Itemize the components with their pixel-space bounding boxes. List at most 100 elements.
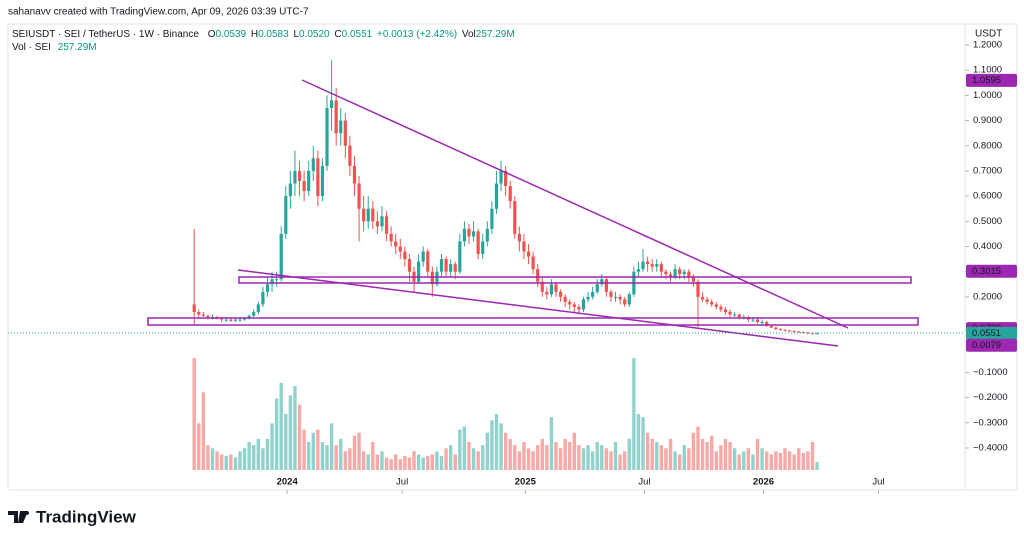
candle-body [242, 318, 247, 320]
candle-body [357, 183, 361, 209]
candle-body [719, 306, 723, 310]
volume-bar [618, 454, 622, 470]
y-tick-label: 0.7000 [973, 165, 1002, 176]
candle-body [307, 170, 311, 192]
candle-body [558, 291, 563, 297]
volume-bar [687, 448, 691, 470]
candle-body [554, 284, 558, 292]
ohlc-key: C [334, 29, 341, 40]
volume-bar [394, 454, 398, 470]
volume-bar [467, 442, 471, 470]
volume-bar [792, 454, 796, 470]
volume-bar [641, 417, 645, 470]
candle-body [284, 196, 288, 234]
candle-body [430, 271, 434, 285]
volume-bar [517, 451, 522, 470]
candle-body [233, 319, 238, 321]
candle-body [265, 284, 270, 292]
candle-body [568, 301, 572, 305]
candle-body [545, 291, 549, 295]
x-tick-label: 2025 [515, 477, 537, 488]
candle-body [449, 264, 453, 272]
candle-body [426, 251, 430, 272]
volume-bar [279, 382, 283, 470]
volume-bar [742, 451, 746, 470]
candle-body [668, 274, 673, 277]
volume-bar [352, 435, 357, 470]
candle-body [595, 284, 599, 292]
brand-logo: TradingView [8, 507, 137, 526]
volume-bar [306, 442, 311, 470]
axes: 1.2000 1.1000 1.0000 0.9000 0.8000 0.7000 0.60… [277, 40, 1017, 494]
volume-bar [453, 454, 457, 470]
volume-bar [513, 445, 517, 470]
volume-bar [705, 442, 709, 470]
y-tick-label: 0.8000 [973, 140, 1002, 151]
volume-bar [700, 438, 705, 470]
price-label-box [966, 326, 1017, 340]
volume-bar [577, 445, 581, 470]
candle-body [458, 241, 462, 272]
candle-body [508, 186, 512, 202]
volume-bar [783, 448, 787, 470]
volume-bar [673, 451, 677, 470]
volume-bar [380, 451, 384, 470]
candle-body [499, 170, 503, 184]
candle-body [646, 261, 650, 265]
volume-bar [320, 442, 325, 470]
volume-bar [261, 448, 265, 470]
candle-body [522, 241, 526, 252]
y-tick-label: 0.5000 [973, 216, 1002, 227]
volume-bar [398, 459, 402, 470]
candle-body [192, 304, 196, 312]
candle-body [700, 296, 705, 300]
volume-bar [238, 451, 242, 470]
volume-bar [627, 438, 631, 470]
candle-body [229, 319, 233, 321]
author-line: sahanavv created with TradingView.com, A… [8, 7, 309, 18]
candle-body [453, 264, 457, 272]
volume-bar [219, 454, 224, 470]
volume-bar [769, 454, 773, 470]
volume-bar [302, 429, 306, 470]
y-tick-label: 1.1000 [973, 65, 1002, 76]
volume-bar [329, 423, 334, 470]
volume-bar [471, 448, 476, 470]
volume-bar [737, 454, 741, 470]
volume-bar [778, 452, 783, 470]
volume-bar [407, 457, 412, 470]
volume-bar [540, 438, 544, 470]
volume-bar [595, 442, 599, 470]
candle-body [297, 170, 302, 182]
candle-body [691, 276, 696, 282]
candle-body [206, 315, 210, 318]
volume-bar [636, 414, 641, 470]
candle-body [394, 241, 398, 247]
candle-body [792, 330, 796, 332]
volume-bar [568, 442, 572, 470]
x-tick-label: Jul [396, 477, 408, 488]
candle-body [494, 183, 499, 209]
price-label-box [966, 338, 1017, 352]
candle-body [682, 271, 686, 275]
candle-body [591, 291, 595, 297]
volume-bar [339, 438, 343, 470]
candle-body [581, 299, 586, 310]
volume-bar [682, 445, 686, 470]
volume-bar [490, 420, 494, 470]
candle-body [769, 325, 773, 328]
resistance-box [238, 276, 912, 284]
y-tick-label: 0.2000 [973, 291, 1002, 302]
volume-bar [723, 438, 728, 470]
volume-bar [206, 445, 210, 470]
y-tick-label: 1.0000 [973, 90, 1002, 101]
currency: USDT [975, 29, 1002, 40]
candle-body [471, 231, 476, 237]
volume-bar [650, 438, 654, 470]
candle-body [705, 299, 709, 302]
candle-body [380, 216, 384, 227]
candle-body [417, 261, 421, 282]
volume-bar [288, 395, 293, 470]
candle-body [320, 165, 325, 197]
